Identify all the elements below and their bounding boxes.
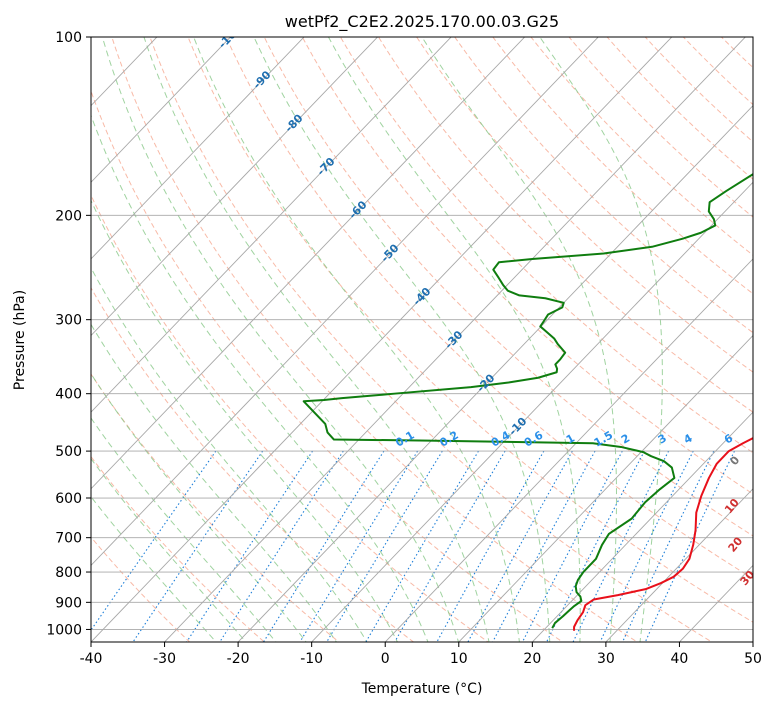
- mixing-ratio-line: [132, 450, 264, 642]
- isotherm-line: [163, 37, 746, 642]
- y-tick-label: 100: [55, 30, 82, 46]
- x-tick-label: 30: [597, 651, 615, 667]
- isotherm-line: [531, 411, 753, 642]
- dry-adiabat-line: [187, 37, 753, 623]
- dry-adiabat-line: [149, 37, 713, 642]
- moist-adiabat-line: [328, 37, 581, 642]
- plot-frame: [90, 36, 754, 643]
- x-tick-label: 50: [744, 651, 762, 667]
- plot-area: [91, 37, 753, 642]
- x-tick-label: 0: [381, 651, 390, 667]
- isotherm-line: [91, 37, 599, 567]
- x-tick-label: 40: [671, 651, 689, 667]
- isotherm-line: [311, 181, 753, 642]
- chart-title: wetPf2_C2E2.2025.170.00.03.G25: [285, 12, 559, 32]
- isotherm-line: [91, 37, 526, 490]
- temperature-profile: [573, 437, 753, 631]
- moist-adiabat-line: [539, 37, 663, 642]
- dewpoint-profile: [302, 173, 753, 629]
- y-tick-label: 300: [55, 313, 82, 329]
- isobar-grid: [91, 37, 753, 630]
- x-tick-label: 10: [450, 651, 468, 667]
- isotherm-line: [91, 37, 379, 337]
- y-tick-label: 200: [55, 208, 82, 224]
- mixing-ratio-line: [219, 450, 344, 642]
- isotherm-line: [91, 37, 452, 413]
- dry-adiabat-line: [225, 37, 753, 580]
- mixing-ratio-line: [91, 450, 217, 632]
- y-tick-label: 600: [55, 491, 82, 507]
- dry-adiabat-line: [530, 37, 753, 256]
- mixing-ratio-line: [365, 450, 479, 642]
- dry-adiabat-line: [492, 37, 753, 295]
- isotherm-line: [91, 37, 673, 642]
- dry-adiabat-line: [416, 37, 753, 373]
- x-axis-label: Temperature (°C): [361, 681, 483, 697]
- y-tick-label: 700: [55, 531, 82, 547]
- dry-adiabat-line: [644, 37, 753, 143]
- dry-adiabat-line: [263, 37, 753, 537]
- y-tick-label: 1000: [46, 622, 82, 638]
- dry-adiabat-line: [111, 37, 639, 642]
- profile-series: [302, 173, 753, 631]
- moist-adiabat-line: [253, 37, 551, 642]
- mixing-ratio-line: [599, 450, 694, 642]
- dry-adiabat-line: [377, 37, 753, 413]
- x-tick-label: 20: [523, 651, 541, 667]
- x-tick-label: -30: [153, 651, 176, 667]
- mixing-ratio-line: [621, 450, 715, 642]
- moist-adiabat-line: [421, 37, 617, 642]
- mixing-ratio-line: [436, 450, 545, 642]
- isotherm-line: [458, 334, 753, 642]
- dry-adiabat-line: [91, 194, 489, 642]
- y-tick-label: 400: [55, 387, 82, 403]
- x-tick-label: -20: [227, 651, 250, 667]
- dry-adiabat-line: [606, 37, 753, 180]
- isotherm-line: [91, 37, 232, 183]
- dry-adiabat-line: [91, 89, 564, 642]
- dry-adiabat-line: [339, 37, 753, 454]
- moist-adiabat-line: [143, 37, 490, 642]
- isotherm-line: [605, 488, 753, 642]
- mixing-ratio-line: [644, 450, 735, 642]
- x-tick-label: -40: [80, 651, 103, 667]
- dry-adiabat-line: [301, 37, 753, 495]
- y-tick-label: 800: [55, 565, 82, 581]
- isotherm-line: [237, 105, 753, 642]
- mixing-ratio-line: [572, 450, 670, 642]
- y-tick-label: 900: [55, 595, 82, 611]
- isotherm-line: [91, 37, 305, 260]
- mixing-ratio-line: [492, 450, 596, 642]
- dry-adiabat-line: [91, 536, 191, 642]
- y-tick-label: 500: [55, 444, 82, 460]
- isotherm-line: [384, 258, 753, 642]
- moist-adiabat-line: [91, 457, 247, 642]
- mixing-ratio-line: [262, 450, 385, 642]
- mixing-ratio-line: [185, 450, 314, 642]
- moist-adiabat-line: [91, 199, 398, 642]
- y-axis: 100 200 300 400 500 600 700 800 900 1000: [46, 30, 91, 638]
- x-tick-label: -10: [300, 651, 323, 667]
- y-axis-label: Pressure (hPa): [12, 290, 28, 390]
- dry-adiabat-line: [91, 286, 415, 642]
- x-axis: -40 -30 -20 -10 0 10 20 30 40 50: [80, 642, 762, 667]
